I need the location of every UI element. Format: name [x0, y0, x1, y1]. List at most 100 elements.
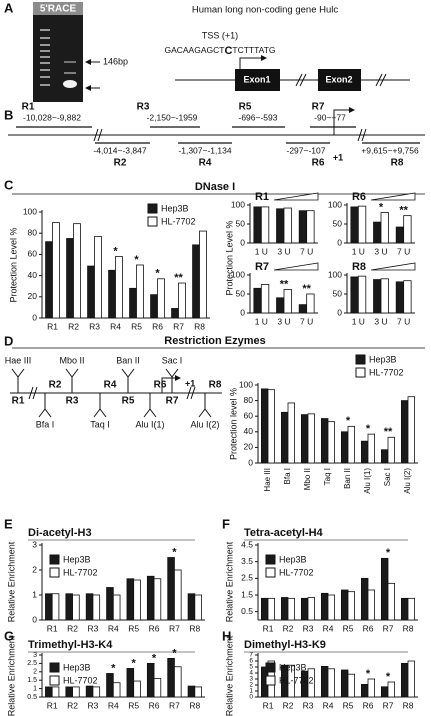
- chart-title: R8: [352, 261, 366, 273]
- x-tick-label: Hae III: [263, 468, 272, 492]
- enzyme-label: Bfa I: [36, 419, 55, 429]
- significance: *: [379, 202, 384, 214]
- x-tick-label: R7: [173, 321, 184, 331]
- break: [186, 386, 196, 400]
- region-name: R7: [166, 396, 179, 407]
- region-name: R8: [391, 158, 404, 169]
- bar: [112, 594, 121, 621]
- significance: *: [152, 652, 157, 664]
- significance: **: [399, 205, 408, 217]
- bar: [133, 680, 141, 698]
- y-tick-label: 4.5: [241, 539, 253, 549]
- significance: *: [366, 668, 371, 680]
- y-tick-label: 2.5: [27, 660, 37, 667]
- legend-label: Hep3B: [63, 662, 91, 672]
- bar: [72, 594, 80, 621]
- x-tick-label: R4: [323, 700, 334, 710]
- region-name: R4: [199, 158, 212, 169]
- cut-site: [198, 393, 212, 418]
- region-name: R2: [49, 380, 62, 391]
- y-tick-label: 60: [244, 410, 254, 420]
- bar: [287, 664, 295, 698]
- tss-label: TSS (+1): [202, 30, 238, 40]
- y-tick-label: 2: [33, 669, 37, 676]
- y-tick-label: 2.5: [241, 573, 253, 583]
- bar: [85, 593, 94, 621]
- significance: *: [346, 415, 351, 427]
- y-tick-label: 0: [337, 307, 342, 317]
- y-axis-label: Protection level %: [228, 388, 238, 460]
- region-name: R5: [239, 102, 252, 113]
- x-tick-label: R2: [68, 321, 79, 331]
- x-tick-label: R5: [131, 321, 142, 331]
- y-tick-label: 80: [28, 227, 38, 237]
- bar: [92, 594, 101, 621]
- legend-swatch: [49, 675, 60, 686]
- sequence: GACAAGAGCTCTCTTTATG: [164, 45, 275, 57]
- bar: [395, 226, 405, 244]
- bar: [320, 666, 329, 698]
- break: [93, 128, 103, 142]
- bar: [178, 282, 186, 319]
- bar: [360, 577, 369, 621]
- x-tick-label: Bfa I: [283, 468, 292, 484]
- exon: [318, 69, 361, 91]
- y-tick-label: 0: [248, 457, 253, 467]
- bar: [287, 597, 295, 621]
- bar: [194, 594, 202, 621]
- bar: [126, 578, 135, 621]
- x-tick-label: 7 U: [300, 246, 313, 256]
- x-tick-label: 7 U: [397, 246, 410, 256]
- bar: [136, 264, 144, 319]
- y-tick-label: 0: [240, 237, 245, 247]
- legend-swatch: [355, 354, 366, 365]
- bar: [85, 685, 94, 698]
- x-tick-label: R8: [189, 700, 200, 710]
- x-tick-label: R4: [108, 623, 119, 633]
- bar: [153, 578, 162, 621]
- bar: [73, 223, 81, 319]
- y-tick-label: 100: [231, 269, 245, 279]
- x-tick-label: R5: [128, 700, 139, 710]
- y-tick-label: 20: [28, 291, 38, 301]
- y-tick-label: 40: [244, 426, 254, 436]
- region-name: R7: [312, 102, 325, 113]
- region-range: -1,307~-1,134: [178, 145, 231, 155]
- x-tick-label: R2: [67, 700, 78, 710]
- x-tick-label: R2: [283, 623, 294, 633]
- enzyme-label: Hae III: [5, 355, 32, 365]
- y-tick-label: 100: [328, 199, 342, 209]
- bar: [267, 389, 275, 464]
- x-tick-label: 1 U: [255, 316, 268, 326]
- significance: *: [111, 662, 116, 674]
- significance: *: [113, 245, 118, 257]
- y-tick-label: 100: [328, 269, 342, 279]
- bar: [300, 414, 309, 464]
- cut-site: [143, 393, 157, 418]
- gel-label: 5'RACE: [40, 4, 77, 15]
- legend-swatch: [49, 567, 60, 578]
- bar: [357, 205, 367, 244]
- y-tick-label: 1.5: [241, 589, 253, 599]
- bar: [126, 668, 135, 698]
- bar: [260, 597, 269, 621]
- x-tick-label: R7: [169, 700, 180, 710]
- bar: [387, 681, 395, 698]
- x-tick-label: R1: [263, 700, 274, 710]
- region-name: R3: [66, 396, 79, 407]
- significance: **: [174, 272, 183, 284]
- x-tick-label: R5: [343, 700, 354, 710]
- x-tick-label: R5: [343, 623, 354, 633]
- bar: [260, 284, 270, 314]
- bar: [320, 592, 329, 621]
- y-tick-label: 2: [249, 682, 253, 689]
- y-tick-label: 0: [32, 312, 37, 322]
- bar: [403, 280, 412, 314]
- region-name: R1: [12, 396, 25, 407]
- break: [357, 128, 367, 142]
- x-tick-label: R5: [128, 623, 139, 633]
- sequence-tss: C: [224, 45, 232, 57]
- sequence-part: GACAAGAGCT: [164, 45, 224, 55]
- x-tick-label: Taq I: [323, 468, 332, 485]
